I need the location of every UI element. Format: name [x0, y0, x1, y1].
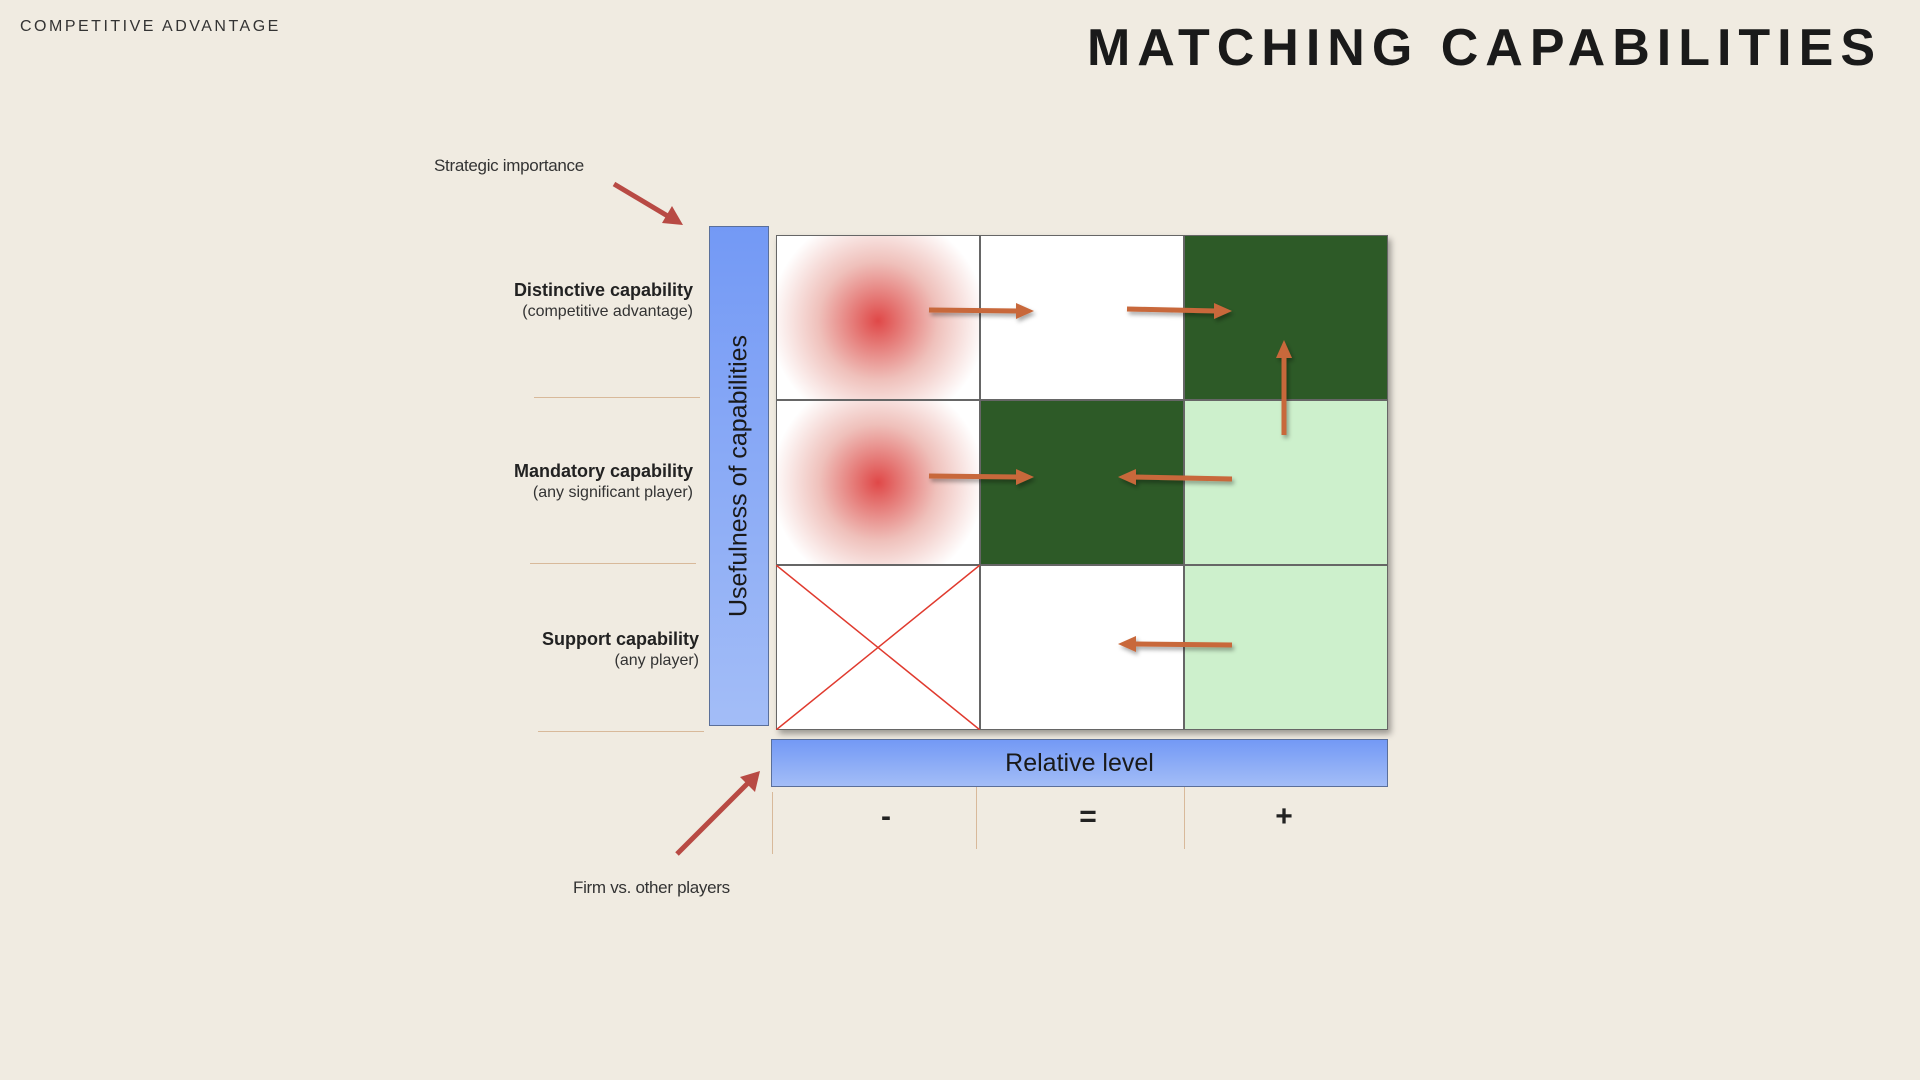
cell-mandatory-minus: [776, 400, 980, 565]
row-label-support: Support capability (any player): [542, 629, 699, 670]
x-axis-bar: Relative level: [771, 739, 1388, 787]
cell-support-minus: [776, 565, 980, 730]
y-axis-bar: Usefulness of capabilities: [709, 226, 769, 726]
column-tick: [772, 792, 773, 854]
row-subtitle: (competitive advantage): [522, 303, 693, 320]
pointer-arrow-firm-icon: [675, 771, 760, 856]
x-mark-equal: =: [1079, 800, 1097, 833]
row-title: Distinctive capability: [513, 280, 693, 300]
capability-matrix: [776, 235, 1388, 730]
pointer-arrow-strategic-icon: [612, 181, 683, 225]
row-title: Mandatory capability: [513, 461, 693, 481]
row-separator: [534, 397, 700, 398]
section-label: COMPETITIVE ADVANTAGE: [20, 18, 281, 35]
cell-support-equal: [980, 565, 1184, 730]
arrow-right-icon: [1126, 303, 1232, 319]
row-title: Support capability: [541, 629, 699, 649]
cross-mark-icon: [776, 565, 980, 730]
x-mark-plus: +: [1275, 800, 1293, 833]
row-subtitle: (any player): [614, 652, 699, 669]
column-tick: [976, 787, 977, 849]
column-tick: [1184, 787, 1185, 849]
cell-support-plus: [1184, 565, 1388, 730]
arrow-left-icon: [1118, 469, 1233, 485]
arrow-right-icon: [928, 469, 1034, 485]
x-axis-label: Relative level: [1005, 748, 1154, 777]
arrow-left-icon: [1118, 636, 1233, 652]
cell-distinctive-minus: [776, 235, 980, 400]
arrow-right-icon: [928, 303, 1034, 319]
arrow-up-icon: [1276, 340, 1292, 435]
row-subtitle: (any significant player): [532, 484, 693, 501]
page-title: MATCHING CAPABILITIES: [1086, 19, 1882, 77]
cell-distinctive-equal: [980, 235, 1184, 400]
row-separator: [530, 563, 696, 564]
row-label-distinctive: Distinctive capability (competitive adva…: [514, 280, 693, 321]
strategic-importance-label: Strategic importance: [434, 156, 584, 175]
row-separator: [538, 731, 704, 732]
row-label-mandatory: Mandatory capability (any significant pl…: [514, 461, 693, 502]
firm-vs-players-label: Firm vs. other players: [573, 878, 730, 897]
x-mark-minus: -: [881, 800, 891, 833]
cell-mandatory-equal: [980, 400, 1184, 565]
